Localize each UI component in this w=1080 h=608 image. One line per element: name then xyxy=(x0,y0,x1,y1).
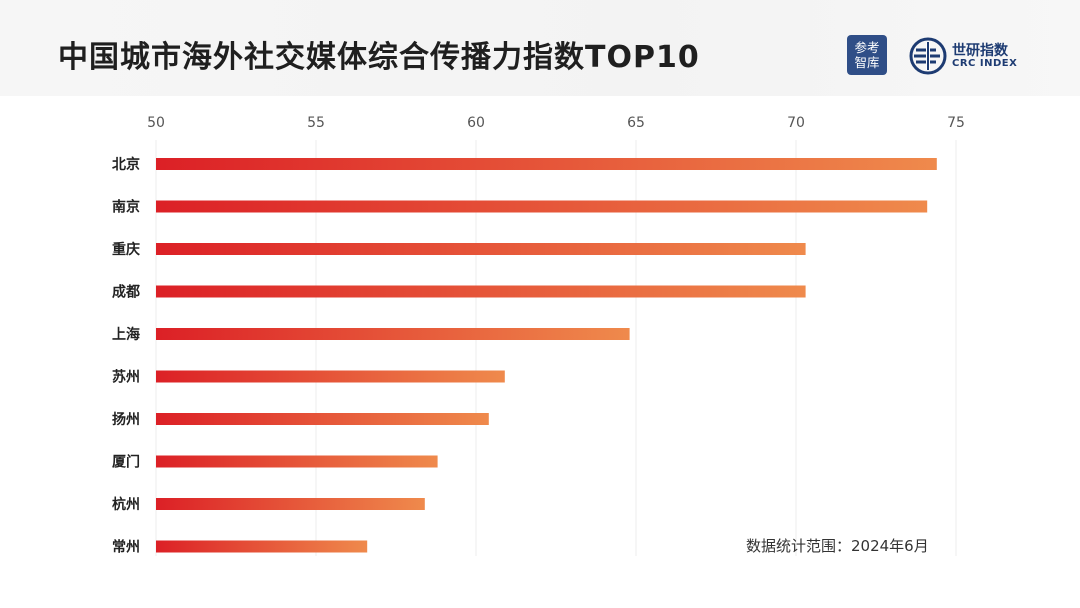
bar xyxy=(156,328,630,340)
page-title: 中国城市海外社交媒体综合传播力指数TOP10 xyxy=(58,40,700,75)
category-label: 重庆 xyxy=(112,241,140,258)
category-label: 南京 xyxy=(112,199,140,216)
category-label: 厦门 xyxy=(112,454,140,471)
category-label: 常州 xyxy=(112,539,140,556)
bar xyxy=(156,200,928,213)
bar xyxy=(156,158,937,170)
cankao-zhiku-logo: 参考 智库 xyxy=(847,35,887,75)
x-tick-label: 70 xyxy=(787,115,805,131)
category-label: 扬州 xyxy=(112,411,140,428)
x-tick-label: 55 xyxy=(307,115,325,131)
logo-ckzk-line2: 智库 xyxy=(854,55,880,70)
bar xyxy=(156,455,438,468)
data-range-note: 数据统计范围：2024年6月 xyxy=(746,537,929,555)
bar xyxy=(156,285,806,298)
category-label: 杭州 xyxy=(112,496,140,513)
x-tick-label: 75 xyxy=(947,115,965,131)
crc-index-logo: 世研指数 CRC INDEX xyxy=(908,36,1038,76)
logo-crc-en: CRC INDEX xyxy=(952,58,1018,69)
bar xyxy=(156,498,425,510)
logo-crc-cn: 世研指数 xyxy=(952,43,1008,59)
x-tick-label: 65 xyxy=(627,115,645,131)
bar xyxy=(156,370,505,383)
category-label: 苏州 xyxy=(112,369,140,386)
x-tick-label: 50 xyxy=(147,115,165,131)
category-label: 成都 xyxy=(112,284,140,301)
bar xyxy=(156,540,368,553)
category-label: 上海 xyxy=(112,326,140,343)
category-label: 北京 xyxy=(112,156,140,173)
header-band: 中国城市海外社交媒体综合传播力指数TOP10 参考 智库 世研指数 CRC IN… xyxy=(0,0,1080,96)
bar xyxy=(156,413,489,425)
bar xyxy=(156,243,806,255)
globe-icon xyxy=(909,37,947,75)
bars xyxy=(156,158,937,553)
x-axis: 50 55 60 65 70 75 xyxy=(147,115,965,131)
logo-ckzk-line1: 参考 xyxy=(854,40,880,55)
x-tick-label: 60 xyxy=(467,115,485,131)
